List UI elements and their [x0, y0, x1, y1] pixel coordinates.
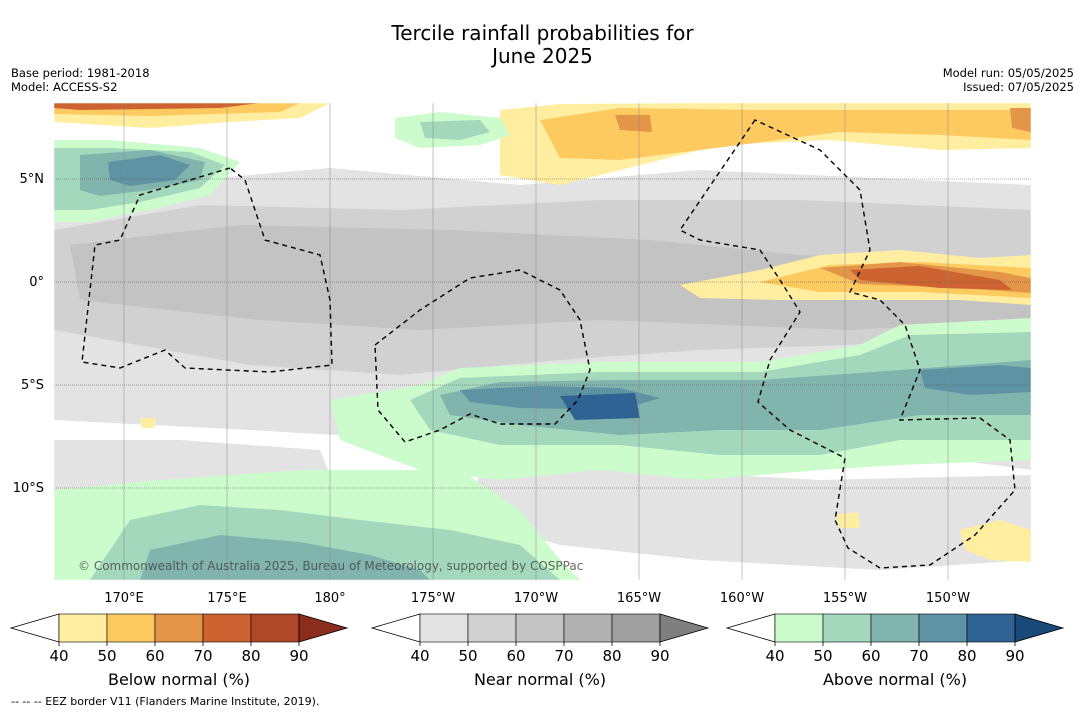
copyright-text: © Commonwealth of Australia 2025, Bureau… [78, 559, 583, 573]
base-period: Base period: 1981-2018 [11, 66, 150, 80]
model-run: Model run: 05/05/2025 [942, 66, 1074, 80]
colorbar-segment [822, 613, 872, 643]
issued-date: Issued: 07/05/2025 [963, 80, 1074, 94]
lon-label: 170°W [514, 591, 558, 606]
colorbar-tick-label: 70 [909, 647, 928, 665]
colorbar-segment [419, 613, 469, 643]
colorbar-tick-label: 80 [241, 647, 260, 665]
lon-label: 180° [314, 591, 345, 606]
colorbar-tick-label: 50 [458, 647, 477, 665]
map-field [54, 103, 1031, 580]
colorbar-segment [154, 613, 204, 643]
map-frame [53, 102, 1032, 581]
colorbar-segment [918, 613, 968, 643]
colorbar-segment [250, 613, 300, 643]
lat-label: 5°S [21, 378, 44, 393]
colorbar-extension-high [1014, 613, 1065, 643]
colorbar-extension-low [725, 613, 776, 643]
lon-label: 165°W [617, 591, 661, 606]
colorbar-tick-label: 50 [813, 647, 832, 665]
lat-label: 10°S [13, 481, 44, 496]
colorbar-tick-label: 40 [410, 647, 429, 665]
colorbar-segment [774, 613, 824, 643]
colorbar-extension-low [370, 613, 421, 643]
colorbar-tick-label: 40 [49, 647, 68, 665]
colorbar-tick-label: 90 [289, 647, 308, 665]
lat-label: 0° [29, 275, 44, 290]
colorbar-near-normal: 40 50 60 70 80 90 Near normal (%) [370, 613, 710, 689]
colorbar-tick-label: 80 [602, 647, 621, 665]
lon-label: 170°E [104, 591, 144, 606]
colorbar-extension-high [659, 613, 710, 643]
lon-label: 150°W [926, 591, 970, 606]
lon-labels: 170°E 175°E 180° 175°W 170°W 165°W 160°W… [104, 591, 970, 606]
eez-borders [81, 119, 1016, 569]
colorbar-tick-label: 90 [1005, 647, 1024, 665]
meridians [123, 103, 949, 580]
meta-right: Model run: 05/05/2025 Issued: 07/05/2025 [943, 66, 1074, 94]
model-name: Model: ACCESS-S2 [11, 80, 118, 94]
colorbar-segment [563, 613, 613, 643]
colorbar-tick-label: 70 [554, 647, 573, 665]
colorbar-above-normal: 40 50 60 70 80 90 Above normal (%) [725, 613, 1065, 689]
colorbar-segment [202, 613, 252, 643]
colorbar-tick-label: 80 [957, 647, 976, 665]
colorbar-segment [870, 613, 920, 643]
colorbar-below-normal: 40 50 60 70 80 90 Below normal (%) [9, 613, 349, 689]
colorbar-tick-label: 60 [861, 647, 880, 665]
title-line-2: June 2025 [492, 44, 593, 68]
meta-left: Base period: 1981-2018 Model: ACCESS-S2 [11, 66, 150, 94]
colorbar-tick-label: 60 [506, 647, 525, 665]
map-title: Tercile rainfall probabilities for June … [0, 22, 1085, 68]
lon-label: 160°W [720, 591, 764, 606]
lon-label: 175°W [411, 591, 455, 606]
colorbar-tick-label: 60 [145, 647, 164, 665]
colorbar-label: Below normal (%) [108, 670, 250, 689]
eez-footnote: -- -- -- EEZ border V11 (Flanders Marine… [11, 695, 320, 708]
eez-kiribati-line [678, 119, 1016, 569]
colorbar-label: Near normal (%) [474, 670, 606, 689]
colorbar-tick-label: 40 [765, 647, 784, 665]
lon-label: 155°W [823, 591, 867, 606]
colorbar-tick-label: 50 [97, 647, 116, 665]
lon-label: 175°E [207, 591, 247, 606]
lat-labels: 5°N 0° 5°S 10°S [13, 172, 44, 496]
colorbar-segment [106, 613, 156, 643]
colorbar-tick-label: 90 [650, 647, 669, 665]
lat-label: 5°N [20, 172, 45, 187]
colorbar-label: Above normal (%) [823, 670, 967, 689]
title-line-1: Tercile rainfall probabilities for [391, 21, 694, 45]
colorbar-tick-label: 70 [193, 647, 212, 665]
colorbar-extension-high [298, 613, 349, 643]
colorbar-segment [58, 613, 108, 643]
colorbar-segment [611, 613, 661, 643]
colorbar-segment [515, 613, 565, 643]
colorbar-extension-low [9, 613, 60, 643]
eez-kiribati-gilbert [81, 167, 333, 373]
colorbar-segment [966, 613, 1016, 643]
colorbar-segment [467, 613, 517, 643]
